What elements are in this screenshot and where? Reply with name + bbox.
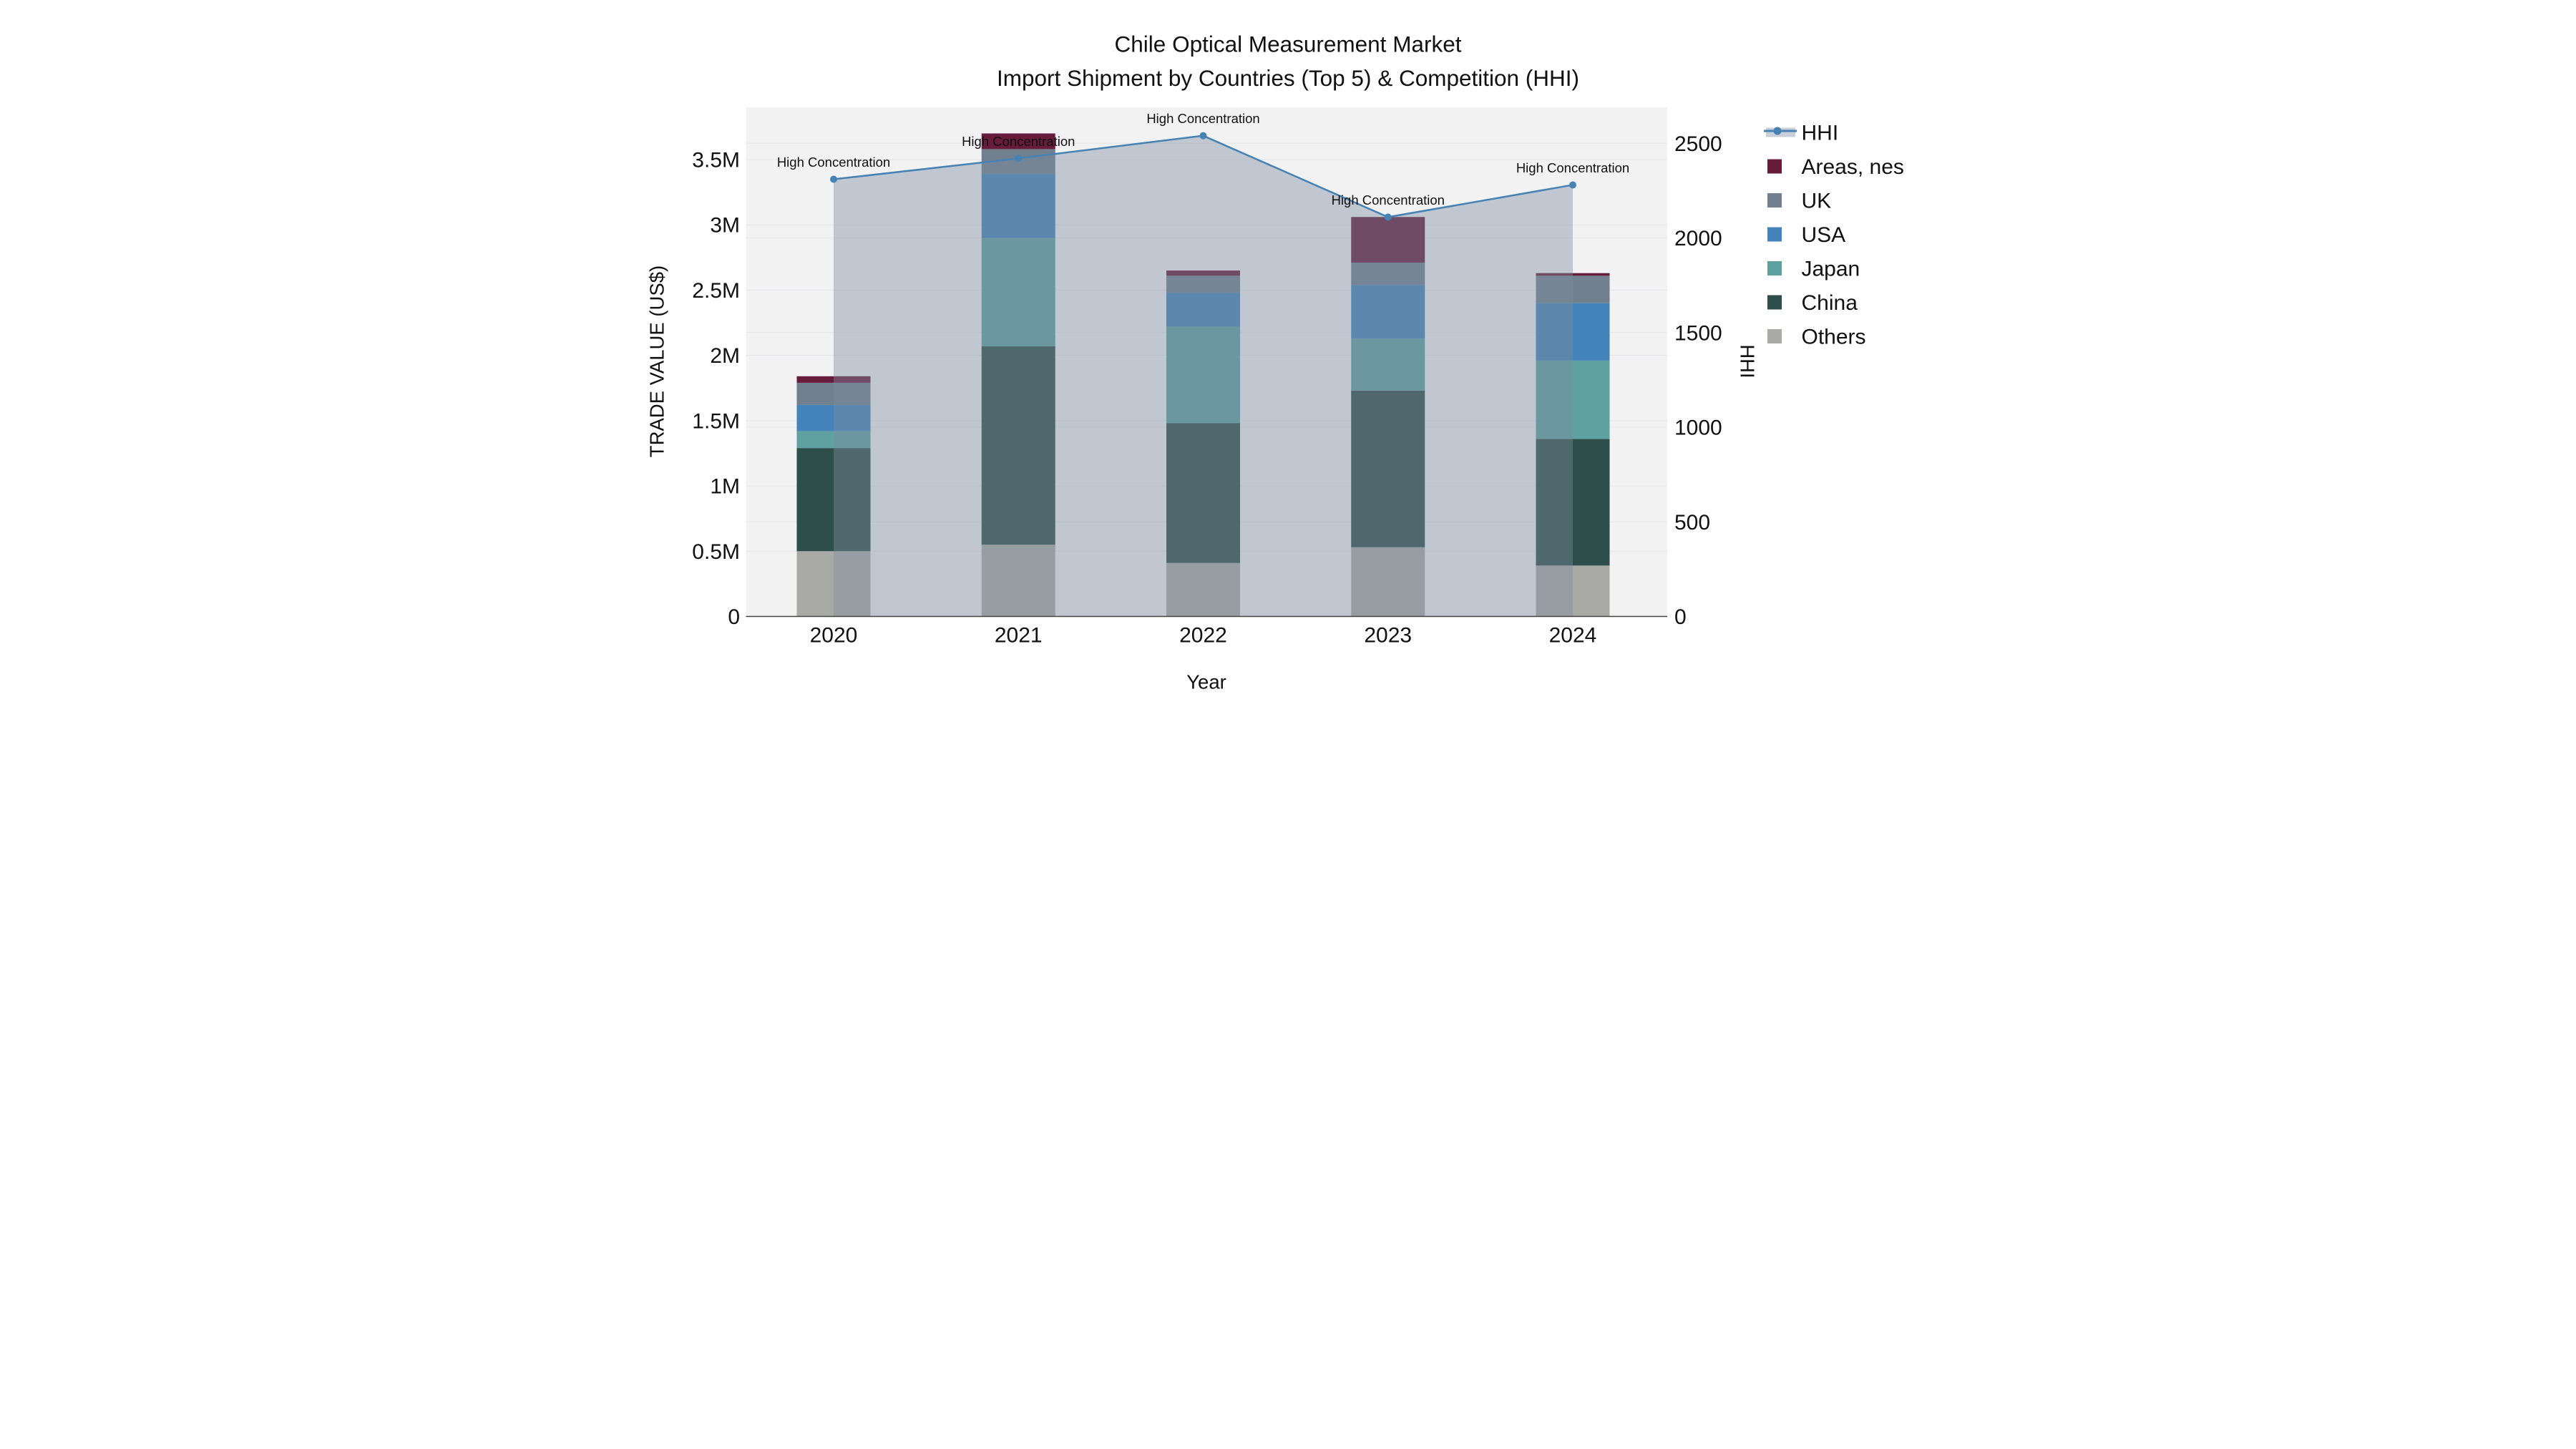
- legend-swatch: [1767, 227, 1782, 242]
- y-left-tick-0: 0: [728, 605, 740, 629]
- bar-segment-japan-2023[interactable]: [1351, 338, 1425, 391]
- x-tick-2024: 2024: [1549, 624, 1597, 648]
- x-axis-title: Year: [1186, 671, 1226, 693]
- bar-segment-usa-2023[interactable]: [1351, 285, 1425, 338]
- bar-segment-usa-2022[interactable]: [1166, 293, 1240, 327]
- legend-item-usa[interactable]: USA: [1767, 223, 1845, 247]
- legend-label: USA: [1802, 223, 1846, 247]
- chart-title: Chile Optical Measurement Market: [1115, 31, 1462, 57]
- y-right-tick-2000: 2000: [1674, 227, 1722, 250]
- bar-segment-china-2020[interactable]: [796, 448, 871, 552]
- x-tick-2023: 2023: [1364, 624, 1412, 648]
- bar-segment-china-2024[interactable]: [1536, 439, 1610, 566]
- legend-item-uk[interactable]: UK: [1767, 190, 1831, 213]
- legend-label: Japan: [1802, 258, 1860, 281]
- bar-segment-japan-2022[interactable]: [1166, 326, 1240, 424]
- bar-segment-areas-nes-2024[interactable]: [1536, 273, 1610, 276]
- legend-swatch: [1767, 295, 1782, 310]
- annotation-high-concentration-2022: High Concentration: [1146, 111, 1259, 126]
- bar-segment-china-2021[interactable]: [981, 346, 1055, 545]
- legend-label: Others: [1802, 326, 1866, 349]
- y-right-tick-2500: 2500: [1674, 132, 1722, 156]
- y-left-tick-3.5M: 3.5M: [692, 148, 740, 172]
- bar-segment-others-2024[interactable]: [1536, 565, 1610, 617]
- y-right-tick-1000: 1000: [1674, 416, 1722, 440]
- bar-segment-others-2022[interactable]: [1166, 562, 1240, 617]
- hhi-point-2022[interactable]: [1199, 132, 1207, 140]
- bar-segment-china-2023[interactable]: [1351, 390, 1425, 547]
- y-left-tick-0.5M: 0.5M: [692, 540, 740, 564]
- figure: High Concentration High Concentration High…: [644, 0, 1932, 725]
- legend-item-hhi[interactable]: HHI: [1764, 122, 1838, 145]
- bar-segment-usa-2021[interactable]: [981, 174, 1055, 238]
- bar-segment-china-2022[interactable]: [1166, 423, 1240, 563]
- hhi-marker-swatch: [1773, 127, 1782, 135]
- bar-segment-others-2023[interactable]: [1351, 547, 1425, 617]
- legend-label: HHI: [1802, 122, 1839, 145]
- y-left-axis-title: TRADE VALUE (US$): [646, 265, 668, 457]
- legend-swatch: [1767, 261, 1782, 275]
- plot-area: High Concentration High Concentration High…: [692, 107, 1722, 648]
- y-right-tick-500: 500: [1674, 511, 1710, 535]
- bar-segment-uk-2023[interactable]: [1351, 263, 1425, 286]
- bar-segment-others-2020[interactable]: [796, 551, 871, 617]
- bar-segment-areas-nes-2022[interactable]: [1166, 270, 1240, 276]
- bar-segment-usa-2024[interactable]: [1536, 303, 1610, 361]
- legend-item-others[interactable]: Others: [1767, 326, 1866, 349]
- annotation-high-concentration-2021: High Concentration: [962, 134, 1075, 149]
- y-left-tick-1M: 1M: [710, 475, 740, 499]
- chart-subtitle: Import Shipment by Countries (Top 5) & C…: [997, 65, 1579, 91]
- legend-swatch: [1767, 329, 1782, 343]
- legend-item-japan[interactable]: Japan: [1767, 258, 1860, 281]
- annotation-high-concentration-2024: High Concentration: [1516, 160, 1629, 175]
- y-right-axis-title: HHI: [1737, 344, 1759, 378]
- x-tick-2022: 2022: [1179, 624, 1227, 648]
- y-right-tick-0: 0: [1674, 605, 1687, 629]
- bar-segment-uk-2024[interactable]: [1536, 275, 1610, 303]
- bar-segment-areas-nes-2020[interactable]: [796, 376, 871, 383]
- y-left-tick-2.5M: 2.5M: [692, 279, 740, 303]
- x-tick-2020: 2020: [810, 624, 858, 648]
- annotation-high-concentration-2023: High Concentration: [1332, 192, 1445, 208]
- y-left-tick-3M: 3M: [710, 214, 740, 238]
- bar-segment-japan-2020[interactable]: [796, 431, 871, 449]
- hhi-point-2023[interactable]: [1384, 213, 1392, 221]
- bar-segment-uk-2020[interactable]: [796, 382, 871, 405]
- legend-swatch: [1767, 193, 1782, 208]
- bar-segment-others-2021[interactable]: [981, 545, 1055, 617]
- legend-swatch: [1767, 159, 1782, 174]
- y-right-tick-1500: 1500: [1674, 321, 1722, 345]
- y-left-tick-2M: 2M: [710, 344, 740, 368]
- x-tick-2021: 2021: [995, 624, 1043, 648]
- legend-label: UK: [1802, 190, 1832, 213]
- hhi-point-2021[interactable]: [1015, 155, 1023, 162]
- legend: HHI Areas, nes UK USA Japan China Others: [1764, 122, 1904, 349]
- hhi-area-fill: [834, 135, 1573, 617]
- annotation-high-concentration-2020: High Concentration: [777, 155, 890, 170]
- hhi-point-2020[interactable]: [830, 175, 837, 183]
- bar-segment-japan-2021[interactable]: [981, 238, 1055, 346]
- bar-segment-japan-2024[interactable]: [1536, 360, 1610, 439]
- hhi-point-2024[interactable]: [1569, 181, 1576, 189]
- legend-label: China: [1802, 291, 1858, 315]
- legend-item-china[interactable]: China: [1767, 291, 1858, 315]
- chart-canvas: High Concentration High Concentration High…: [644, 0, 1932, 725]
- bar-segment-areas-nes-2021[interactable]: [981, 133, 1055, 150]
- bar-segment-usa-2020[interactable]: [796, 404, 871, 431]
- bar-segment-areas-nes-2023[interactable]: [1351, 217, 1425, 263]
- legend-label: Areas, nes: [1802, 155, 1904, 179]
- legend-item-areas-nes[interactable]: Areas, nes: [1767, 155, 1904, 179]
- y-left-tick-1.5M: 1.5M: [692, 409, 740, 433]
- bar-segment-uk-2022[interactable]: [1166, 275, 1240, 293]
